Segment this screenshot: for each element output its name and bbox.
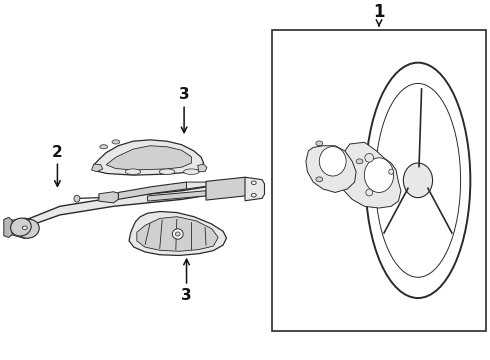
Text: 2: 2 (52, 145, 63, 159)
Ellipse shape (184, 169, 199, 175)
Polygon shape (93, 140, 203, 175)
Ellipse shape (365, 153, 374, 162)
Ellipse shape (172, 229, 183, 239)
Polygon shape (147, 191, 206, 201)
Polygon shape (4, 217, 12, 238)
Text: 3: 3 (181, 288, 192, 303)
Ellipse shape (365, 158, 393, 193)
Polygon shape (9, 218, 30, 226)
Ellipse shape (125, 169, 141, 175)
Ellipse shape (11, 218, 31, 236)
Ellipse shape (319, 147, 346, 176)
Polygon shape (9, 229, 30, 238)
Polygon shape (118, 182, 187, 199)
Ellipse shape (159, 169, 175, 175)
Polygon shape (245, 177, 265, 201)
Ellipse shape (403, 163, 433, 198)
Ellipse shape (366, 189, 373, 196)
Polygon shape (16, 184, 225, 230)
Ellipse shape (251, 181, 256, 184)
Bar (272, 30, 486, 331)
Polygon shape (198, 164, 207, 172)
Polygon shape (106, 146, 192, 170)
Polygon shape (99, 192, 118, 203)
Polygon shape (340, 142, 401, 208)
Ellipse shape (316, 177, 323, 182)
Ellipse shape (389, 169, 393, 174)
Ellipse shape (17, 219, 39, 238)
Ellipse shape (175, 232, 180, 236)
Ellipse shape (23, 226, 27, 229)
Polygon shape (129, 211, 226, 256)
Ellipse shape (251, 193, 256, 197)
Ellipse shape (112, 140, 120, 144)
Text: 3: 3 (179, 87, 190, 103)
Polygon shape (206, 177, 250, 200)
Polygon shape (187, 182, 211, 189)
Ellipse shape (316, 141, 323, 146)
Polygon shape (306, 146, 356, 193)
Ellipse shape (100, 145, 108, 149)
Ellipse shape (74, 195, 80, 202)
Polygon shape (137, 217, 218, 251)
Text: 1: 1 (373, 3, 385, 21)
Ellipse shape (356, 159, 363, 164)
Polygon shape (92, 164, 103, 172)
